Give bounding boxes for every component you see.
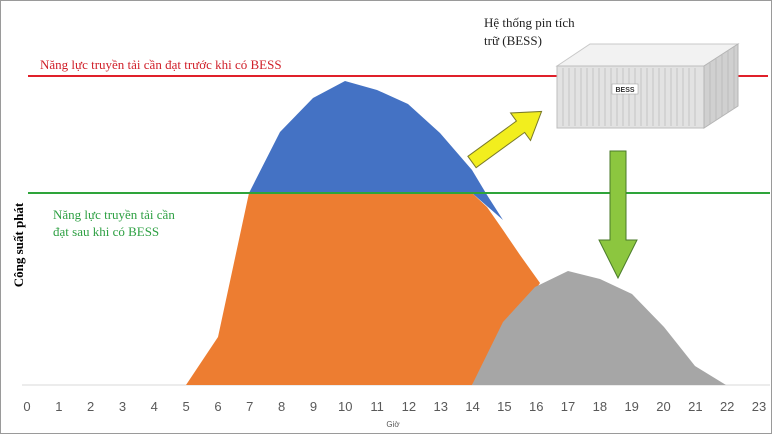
x-tick-label: 19 (624, 399, 638, 414)
x-tick-label: 15 (497, 399, 511, 414)
x-axis-label: Giờ (386, 420, 400, 429)
orange-area (186, 193, 540, 385)
red-line-label: Năng lực truyền tải cần đạt trước khi có… (40, 57, 282, 72)
x-tick-label: 11 (370, 399, 384, 414)
x-tick-label: 23 (752, 399, 766, 414)
bess-label-1: Hệ thống pin tích (484, 15, 575, 30)
x-tick-label: 2 (87, 399, 94, 414)
x-tick-label: 8 (278, 399, 285, 414)
x-tick-label: 17 (561, 399, 575, 414)
y-axis-label: Công suất phát (11, 202, 26, 287)
x-tick-label: 7 (246, 399, 253, 414)
bess-label-2: trữ (BESS) (484, 33, 542, 48)
yellow-arrow (467, 110, 543, 169)
green-arrow (598, 150, 638, 280)
x-tick-label: 3 (119, 399, 126, 414)
x-tick-label: 10 (338, 399, 352, 414)
green-line-label-2: đạt sau khi có BESS (53, 224, 159, 239)
blue-area (249, 81, 503, 220)
x-tick-label: 5 (183, 399, 190, 414)
x-tick-label: 20 (656, 399, 670, 414)
x-tick-labels: 0 1 2 3 4 5 6 7 8 9 10 11 12 13 14 15 16 17 18 19 20 21 22 23 (23, 399, 766, 414)
x-tick-label: 13 (434, 399, 448, 414)
x-tick-label: 18 (593, 399, 607, 414)
bess-container-icon: BESS (555, 43, 740, 129)
x-tick-label: 4 (151, 399, 158, 414)
x-tick-label: 21 (688, 399, 702, 414)
x-tick-label: 22 (720, 399, 734, 414)
container-label: BESS (615, 87, 634, 94)
x-tick-label: 16 (529, 399, 543, 414)
gray-area (472, 271, 726, 385)
x-tick-label: 14 (465, 399, 479, 414)
x-tick-label: 6 (214, 399, 221, 414)
x-tick-label: 9 (310, 399, 317, 414)
x-tick-label: 1 (55, 399, 62, 414)
x-tick-label: 0 (23, 399, 30, 414)
x-tick-label: 12 (402, 399, 416, 414)
green-line-label-1: Năng lực truyền tải cần (53, 207, 175, 222)
